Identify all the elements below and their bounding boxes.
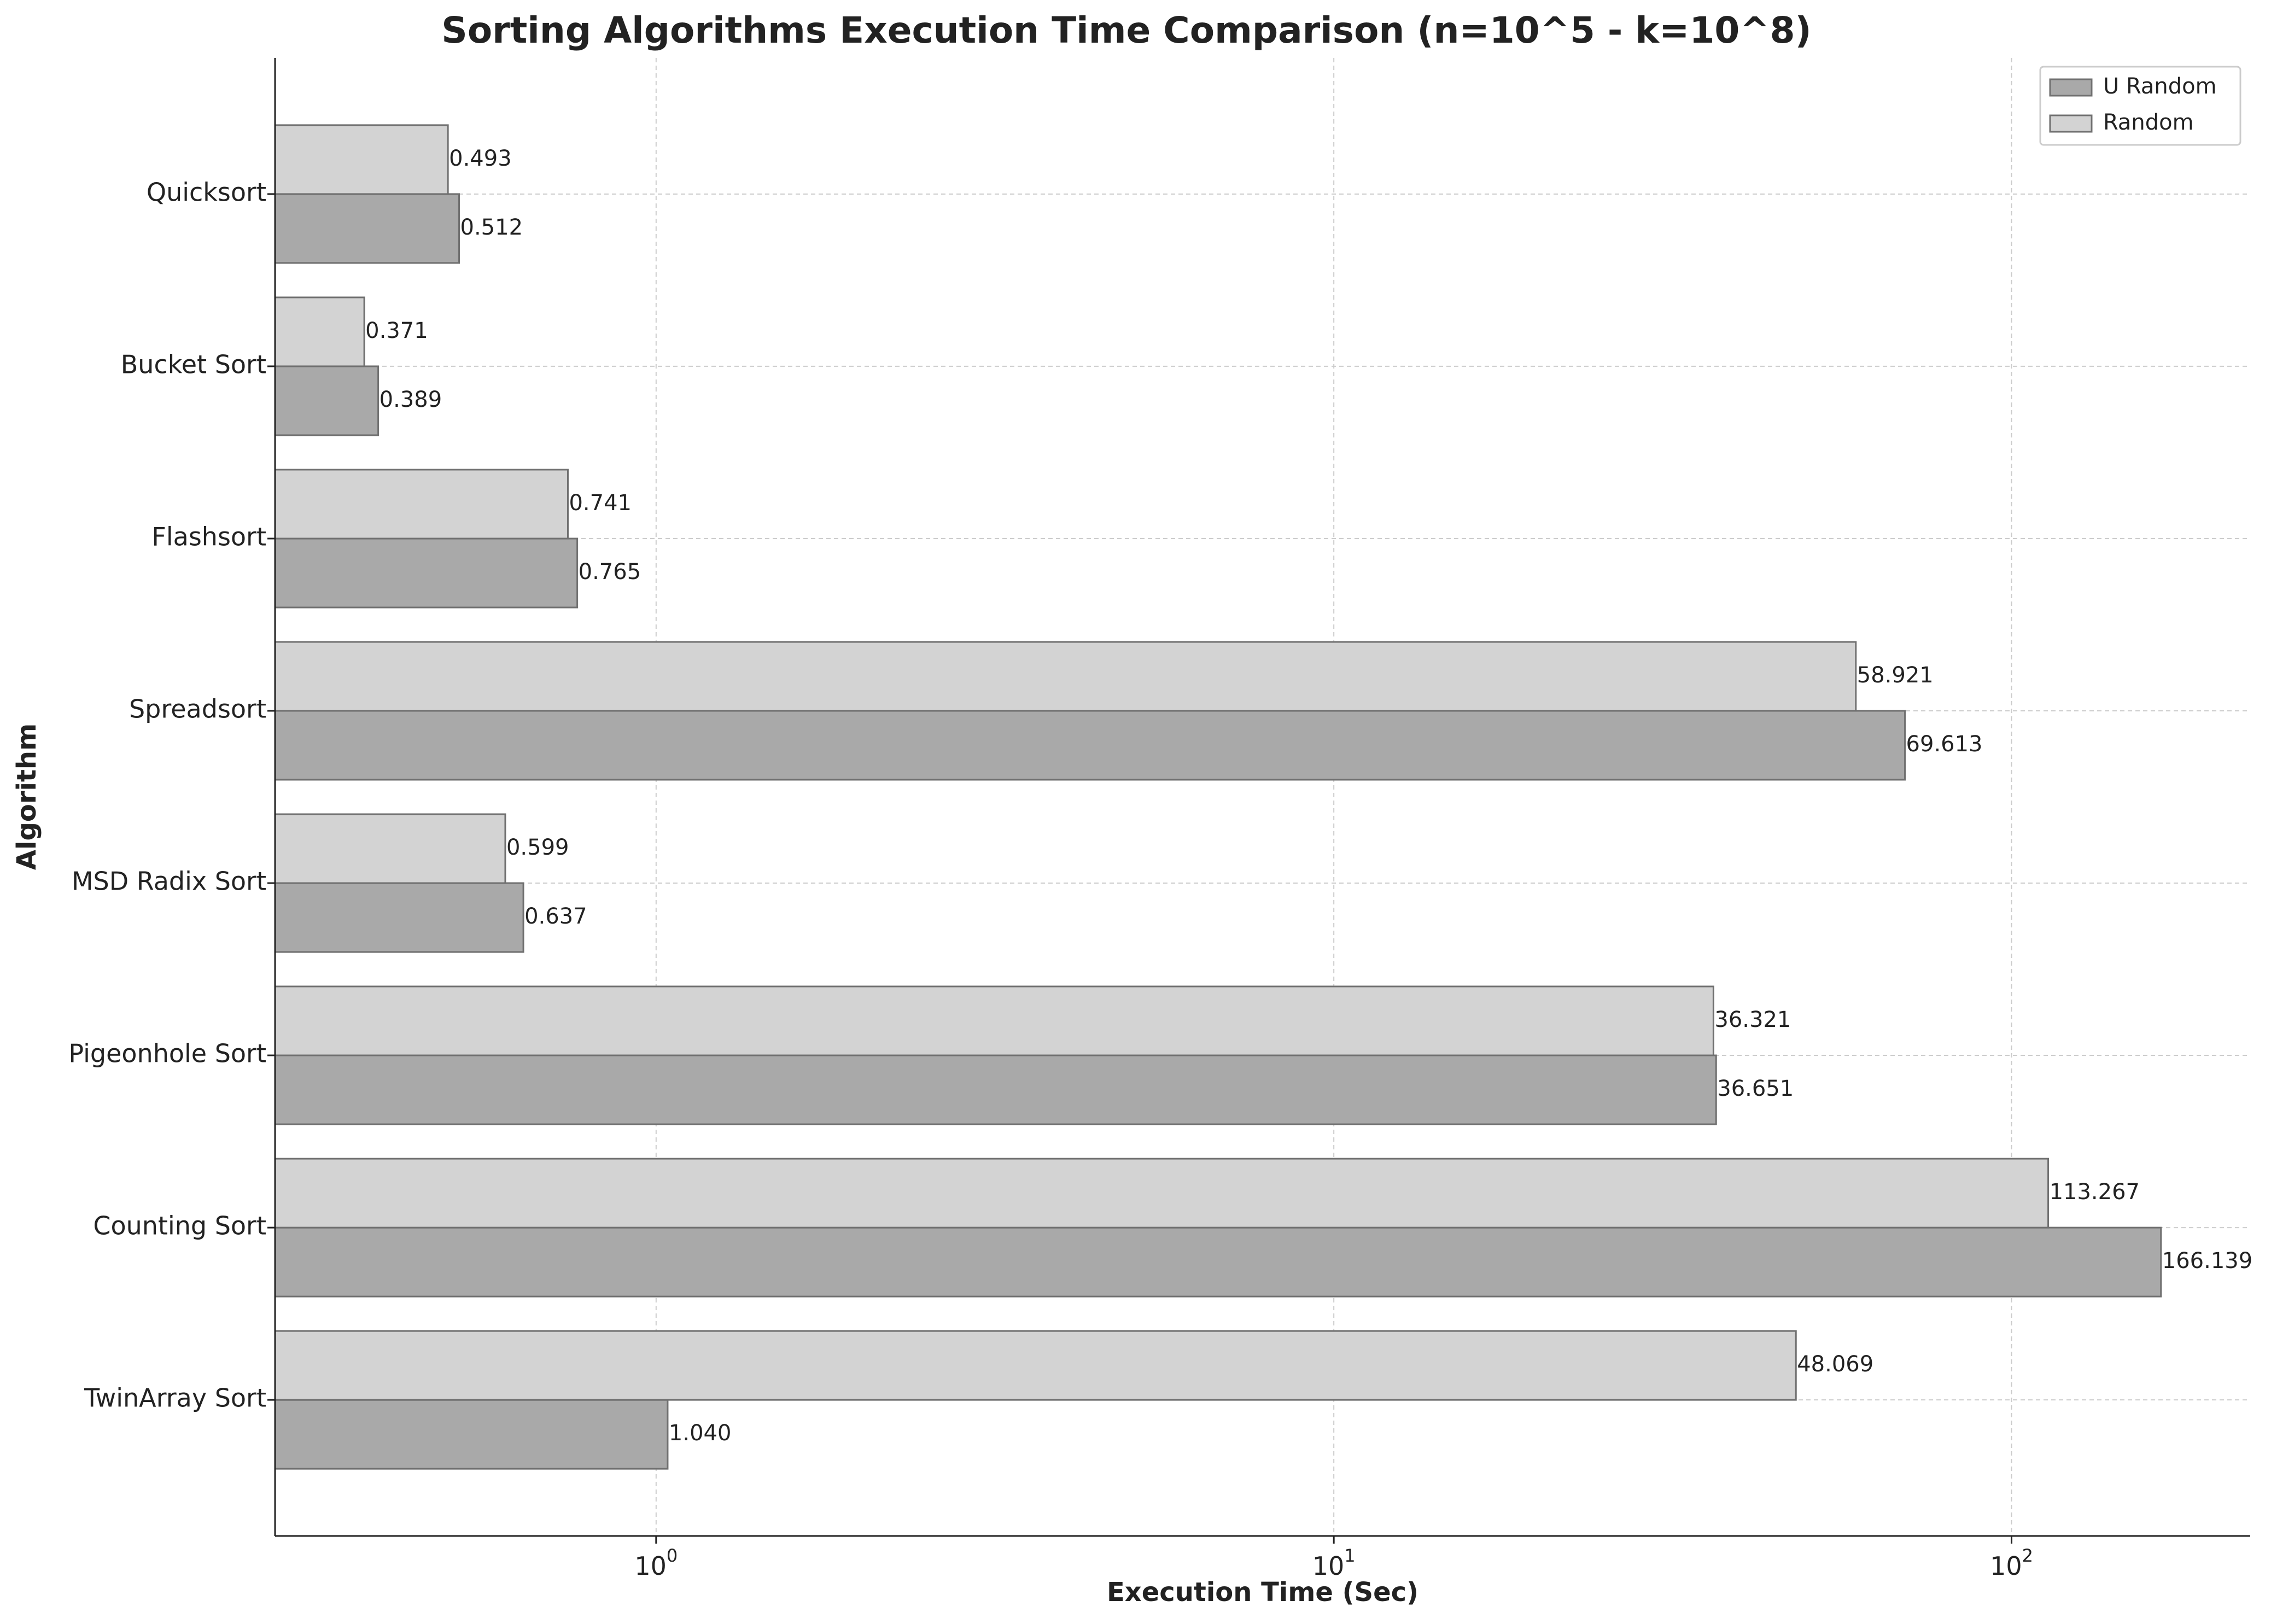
x-tick-label: 102 bbox=[1990, 1545, 2033, 1581]
value-label: 166.139 bbox=[2162, 1248, 2252, 1274]
y-tick-label: Flashsort bbox=[151, 522, 266, 551]
bar bbox=[274, 1158, 2050, 1229]
bar bbox=[274, 710, 1906, 781]
value-label: 48.069 bbox=[1797, 1352, 1873, 1377]
bar bbox=[274, 469, 569, 540]
tick-base: 10 bbox=[1312, 1551, 1345, 1581]
bar bbox=[274, 124, 449, 195]
value-label: 0.493 bbox=[449, 146, 512, 171]
tick-exponent: 1 bbox=[1344, 1545, 1355, 1566]
value-label: 0.512 bbox=[460, 215, 523, 240]
y-tick-label: Quicksort bbox=[147, 177, 266, 207]
y-axis-label: Algorithm bbox=[11, 723, 42, 870]
value-label: 0.741 bbox=[569, 490, 632, 516]
y-tick-label: Counting Sort bbox=[93, 1211, 266, 1241]
bar bbox=[274, 193, 460, 264]
tick-base: 10 bbox=[1990, 1551, 2022, 1581]
y-tick-label: Spreadsort bbox=[129, 694, 266, 723]
y-tick-label: MSD Radix Sort bbox=[72, 867, 266, 896]
legend-label: Random bbox=[2103, 110, 2194, 135]
y-tick-label: Bucket Sort bbox=[121, 349, 266, 379]
x-tick-label: 100 bbox=[634, 1545, 678, 1581]
bar bbox=[274, 1399, 669, 1470]
tick-exponent: 2 bbox=[2022, 1545, 2033, 1566]
value-label: 69.613 bbox=[1906, 732, 1983, 757]
bar bbox=[274, 985, 1714, 1056]
chart-title: Sorting Algorithms Execution Time Compar… bbox=[441, 9, 1811, 51]
tick-exponent: 0 bbox=[667, 1545, 678, 1566]
bar bbox=[274, 296, 365, 367]
value-label: 0.765 bbox=[579, 559, 641, 585]
value-label: 0.599 bbox=[506, 835, 569, 860]
legend-swatch bbox=[2049, 78, 2093, 97]
value-label: 1.040 bbox=[669, 1421, 732, 1446]
value-label: 58.921 bbox=[1857, 663, 1934, 688]
bar bbox=[274, 538, 579, 609]
value-label: 36.321 bbox=[1714, 1007, 1791, 1032]
value-label: 0.371 bbox=[365, 318, 428, 343]
bar bbox=[274, 882, 524, 953]
bar bbox=[274, 1330, 1797, 1401]
bar bbox=[274, 641, 1857, 712]
x-axis-label: Execution Time (Sec) bbox=[1107, 1577, 1418, 1608]
value-label: 0.389 bbox=[380, 387, 442, 412]
y-tick-label: TwinArray Sort bbox=[84, 1383, 266, 1413]
bar bbox=[274, 365, 380, 436]
x-tick-label: 101 bbox=[1312, 1545, 1356, 1581]
legend-label: U Random bbox=[2103, 74, 2217, 99]
bar bbox=[274, 1226, 2162, 1298]
bar bbox=[274, 813, 506, 884]
value-label: 0.637 bbox=[524, 904, 587, 929]
bar bbox=[274, 1054, 1717, 1125]
value-label: 113.267 bbox=[2050, 1179, 2140, 1205]
y-tick-label: Pigeonhole Sort bbox=[68, 1039, 266, 1068]
tick-base: 10 bbox=[634, 1551, 667, 1581]
value-label: 36.651 bbox=[1717, 1076, 1794, 1101]
legend-swatch bbox=[2049, 114, 2093, 133]
